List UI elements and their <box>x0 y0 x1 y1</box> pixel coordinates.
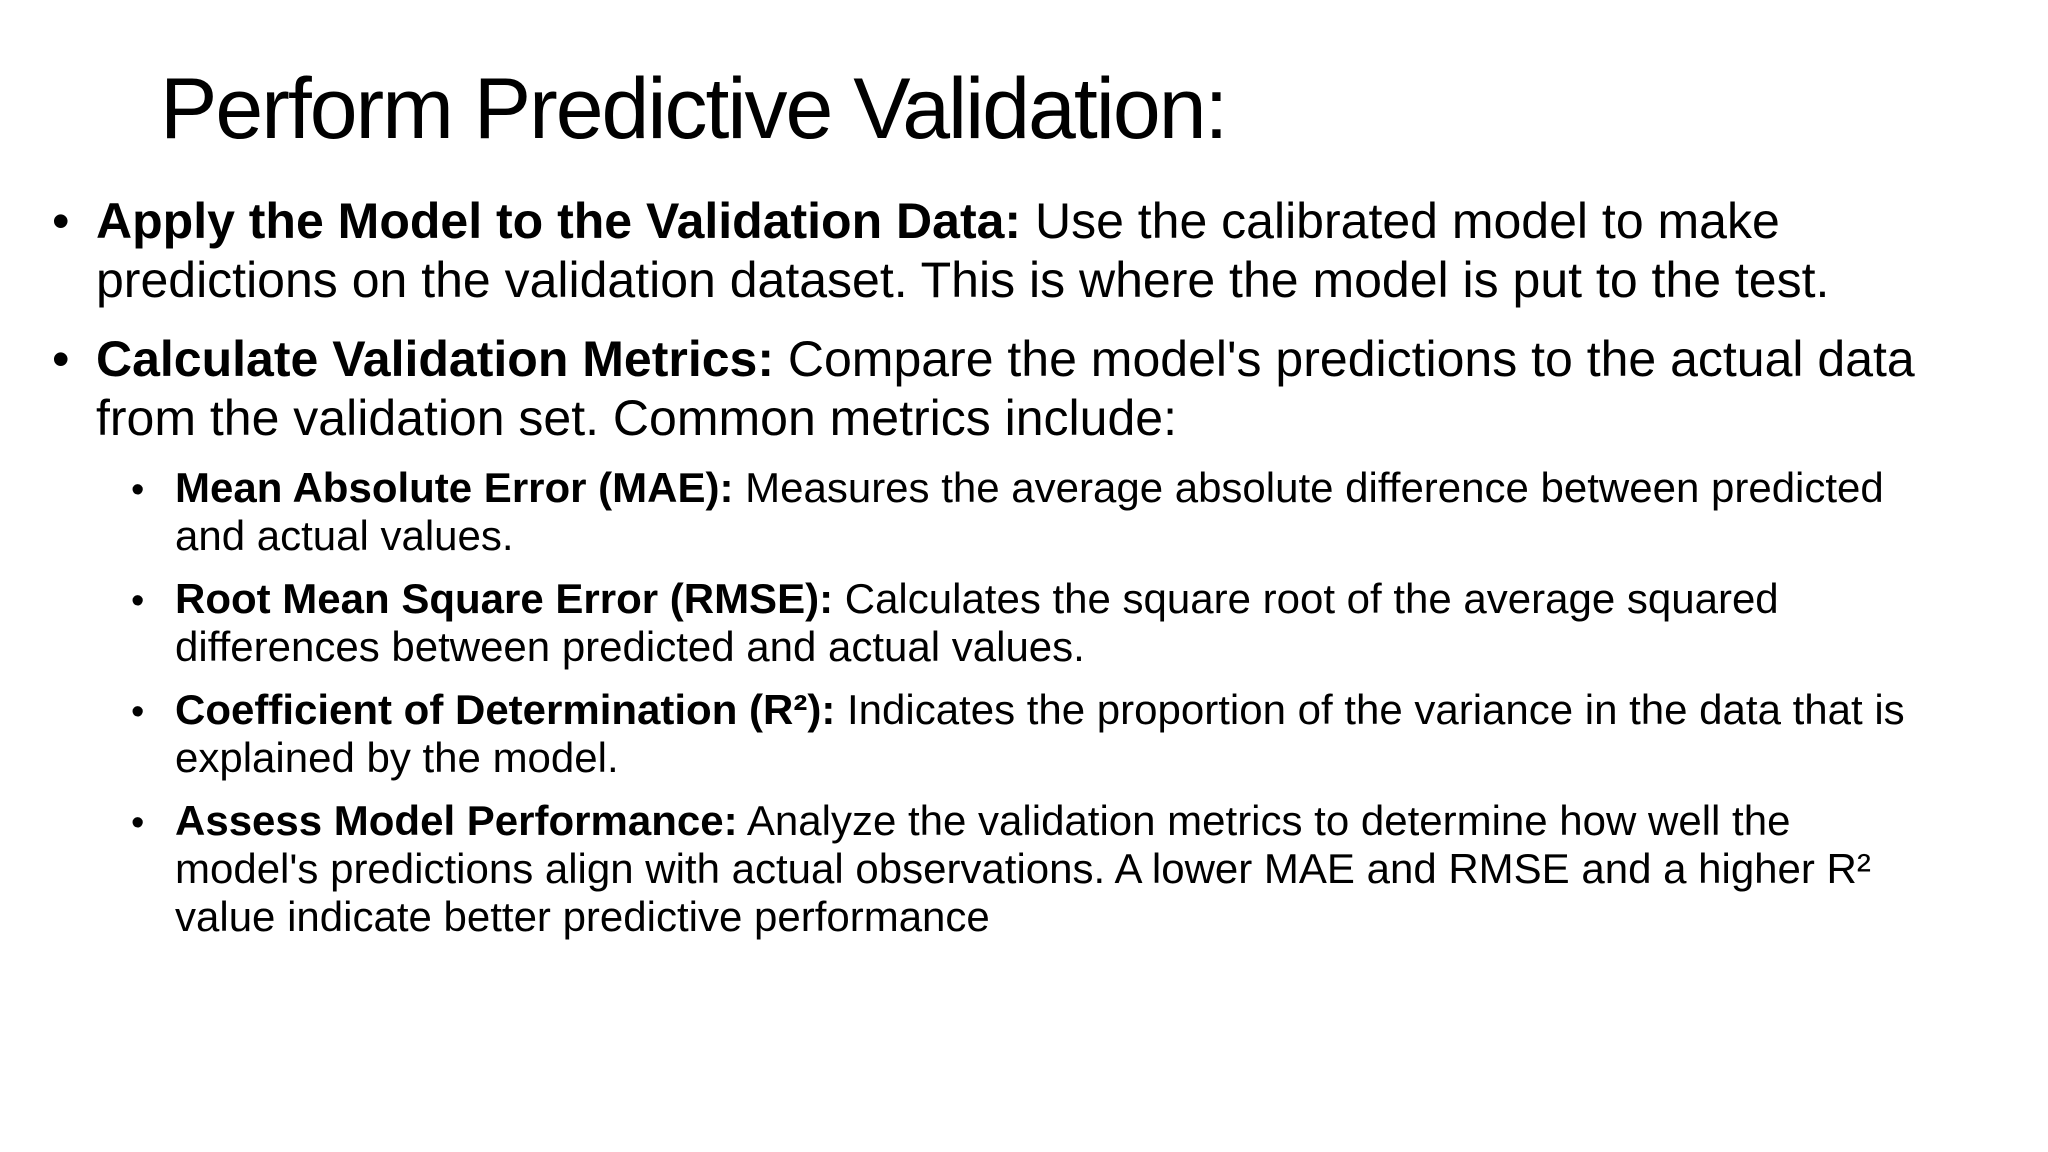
sub-bullet-item-mae: • Mean Absolute Error (MAE): Measures th… <box>131 464 1945 560</box>
sub-bullet-item-r-squared: • Coefficient of Determination (R²): Ind… <box>131 686 1945 782</box>
sub-bullet-label: Assess Model Performance: <box>175 797 738 844</box>
sub-bullet-text: Calculates the square root of the averag… <box>175 575 1779 670</box>
bullet-point: • <box>52 193 70 249</box>
sub-bullet-label: Mean Absolute Error (MAE): <box>175 464 734 511</box>
bullet-point: • <box>52 331 70 387</box>
sub-bullet-text: Measures the average absolute difference… <box>175 464 1884 559</box>
bullet-text: Use the calibrated model to make predict… <box>96 193 1830 308</box>
bullet-point: • <box>131 691 145 733</box>
slide-title: Perform Predictive Validation: <box>160 61 1228 157</box>
bullet-point: • <box>131 469 145 511</box>
bullet-point: • <box>131 580 145 622</box>
bullet-label: Calculate Validation Metrics: <box>96 331 774 387</box>
bullet-item-calculate-metrics: • Calculate Validation Metrics: Compare … <box>52 330 1966 448</box>
sub-bullet-label: Root Mean Square Error (RMSE): <box>175 575 834 622</box>
bullet-list: • Apply the Model to the Validation Data… <box>52 192 1992 956</box>
sub-bullet-item-rmse: • Root Mean Square Error (RMSE): Calcula… <box>131 575 1945 671</box>
bullet-label: Apply the Model to the Validation Data: <box>96 193 1022 249</box>
sub-bullet-text: Analyze the validation metrics to determ… <box>175 797 1871 940</box>
sub-bullet-label: Coefficient of Determination (R²): <box>175 686 836 733</box>
sub-bullet-item-assess-performance: • Assess Model Performance: Analyze the … <box>131 797 1945 941</box>
bullet-item-apply-model: • Apply the Model to the Validation Data… <box>52 192 1966 310</box>
bullet-point: • <box>131 802 145 844</box>
bullet-text: Compare the model's predictions to the a… <box>96 331 1915 446</box>
sub-bullet-text: Indicates the proportion of the variance… <box>175 686 1905 781</box>
